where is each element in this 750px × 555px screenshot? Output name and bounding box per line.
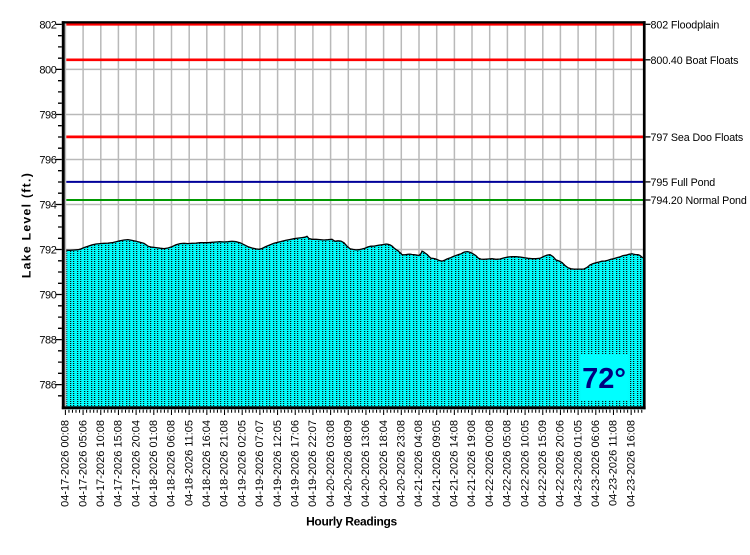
svg-text:04-19-2026 02:05: 04-19-2026 02:05 bbox=[236, 420, 248, 507]
svg-text:04-20-2026 13:06: 04-20-2026 13:06 bbox=[360, 420, 372, 507]
svg-text:Lake Level (ft.): Lake Level (ft.) bbox=[20, 172, 34, 278]
svg-text:04-23-2026 01:05: 04-23-2026 01:05 bbox=[572, 420, 584, 507]
svg-text:790: 790 bbox=[39, 290, 56, 302]
svg-text:04-21-2026 09:05: 04-21-2026 09:05 bbox=[431, 420, 443, 507]
svg-text:798: 798 bbox=[39, 110, 56, 122]
svg-text:788: 788 bbox=[39, 335, 56, 347]
svg-text:794.20 Normal Pond: 794.20 Normal Pond bbox=[651, 195, 747, 207]
svg-text:04-21-2026 04:08: 04-21-2026 04:08 bbox=[413, 420, 425, 507]
svg-text:04-20-2026 23:08: 04-20-2026 23:08 bbox=[396, 420, 408, 507]
svg-text:04-18-2026 01:08: 04-18-2026 01:08 bbox=[148, 420, 160, 507]
svg-text:04-23-2026 11:08: 04-23-2026 11:08 bbox=[608, 420, 620, 506]
svg-text:04-21-2026 14:08: 04-21-2026 14:08 bbox=[449, 420, 461, 507]
svg-text:04-20-2026 03:08: 04-20-2026 03:08 bbox=[325, 420, 337, 507]
svg-text:792: 792 bbox=[39, 245, 56, 257]
svg-text:Hourly Readings: Hourly Readings bbox=[306, 515, 397, 529]
svg-text:04-20-2026 08:09: 04-20-2026 08:09 bbox=[343, 420, 355, 507]
svg-text:04-22-2026 20:06: 04-22-2026 20:06 bbox=[555, 420, 567, 507]
svg-text:04-18-2026 21:08: 04-18-2026 21:08 bbox=[219, 420, 231, 507]
svg-text:794: 794 bbox=[39, 200, 56, 212]
svg-text:04-18-2026 16:04: 04-18-2026 16:04 bbox=[201, 420, 213, 507]
svg-text:04-19-2026 07:07: 04-19-2026 07:07 bbox=[254, 420, 266, 507]
svg-text:786: 786 bbox=[39, 380, 56, 392]
svg-text:04-18-2026 11:05: 04-18-2026 11:05 bbox=[183, 420, 195, 506]
svg-text:04-22-2026 15:09: 04-22-2026 15:09 bbox=[537, 420, 549, 507]
svg-text:04-18-2026 06:08: 04-18-2026 06:08 bbox=[166, 420, 178, 507]
svg-text:04-22-2026 00:08: 04-22-2026 00:08 bbox=[484, 420, 496, 507]
svg-text:04-23-2026 16:08: 04-23-2026 16:08 bbox=[625, 420, 637, 507]
svg-text:797 Sea Doo Floats: 797 Sea Doo Floats bbox=[651, 132, 744, 144]
svg-text:04-22-2026 10:05: 04-22-2026 10:05 bbox=[519, 420, 531, 507]
svg-text:04-21-2026 19:08: 04-21-2026 19:08 bbox=[466, 420, 478, 507]
svg-text:04-17-2026 05:06: 04-17-2026 05:06 bbox=[77, 420, 89, 507]
svg-text:04-22-2026 05:08: 04-22-2026 05:08 bbox=[502, 420, 514, 507]
svg-text:796: 796 bbox=[39, 155, 56, 167]
svg-text:795 Full Pond: 795 Full Pond bbox=[651, 177, 716, 189]
svg-text:04-23-2026 06:06: 04-23-2026 06:06 bbox=[590, 420, 602, 507]
svg-text:04-17-2026 15:08: 04-17-2026 15:08 bbox=[113, 420, 125, 507]
svg-text:04-20-2026 18:04: 04-20-2026 18:04 bbox=[378, 420, 390, 507]
svg-text:800.40 Boat Floats: 800.40 Boat Floats bbox=[651, 55, 739, 67]
svg-text:802: 802 bbox=[39, 19, 56, 31]
svg-text:04-17-2026 10:08: 04-17-2026 10:08 bbox=[95, 420, 107, 507]
svg-text:04-19-2026 17:06: 04-19-2026 17:06 bbox=[289, 420, 301, 507]
svg-text:72°: 72° bbox=[582, 363, 626, 395]
svg-text:04-17-2026 20:04: 04-17-2026 20:04 bbox=[130, 420, 142, 507]
svg-text:800: 800 bbox=[39, 64, 56, 76]
svg-text:04-19-2026 22:07: 04-19-2026 22:07 bbox=[307, 420, 319, 507]
svg-text:802 Floodplain: 802 Floodplain bbox=[651, 19, 720, 31]
svg-text:04-17-2026 00:08: 04-17-2026 00:08 bbox=[60, 420, 72, 507]
svg-text:04-19-2026 12:05: 04-19-2026 12:05 bbox=[272, 420, 284, 507]
